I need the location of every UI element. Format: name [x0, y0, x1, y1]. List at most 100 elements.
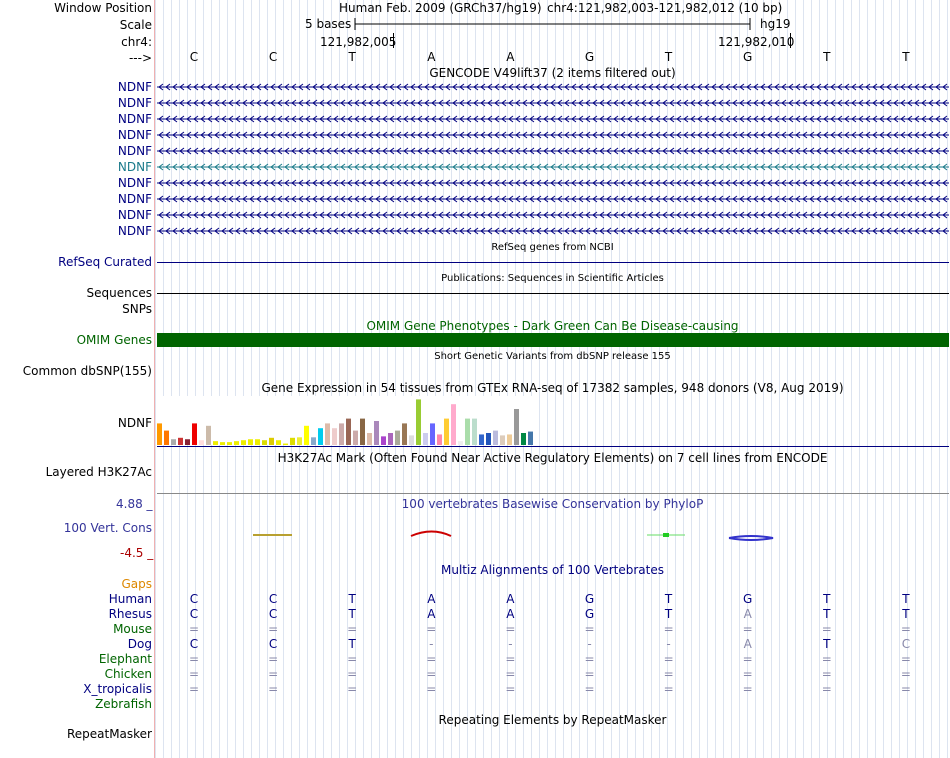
gtex-tissue-bar[interactable]: [367, 433, 372, 445]
gtex-tissue-bar[interactable]: [157, 423, 162, 445]
gtex-tissue-bar[interactable]: [241, 440, 246, 445]
gtex-tissue-bar[interactable]: [458, 441, 463, 445]
gencode-gene-label[interactable]: NDNF: [117, 208, 152, 222]
gtex-tissue-bar[interactable]: [472, 418, 477, 445]
gencode-gene-label[interactable]: NDNF: [117, 192, 152, 206]
gtex-bar-chart[interactable]: [157, 396, 535, 446]
gtex-tissue-bar[interactable]: [185, 439, 190, 445]
gtex-tissue-bar[interactable]: [325, 423, 330, 445]
gencode-gene-feature[interactable]: [157, 145, 949, 157]
gtex-tissue-bar[interactable]: [528, 431, 533, 445]
gtex-tissue-bar[interactable]: [409, 435, 414, 445]
publications-title[interactable]: Publications: Sequences in Scientific Ar…: [441, 273, 664, 284]
gtex-tissue-bar[interactable]: [199, 440, 204, 445]
h3k27ac-label[interactable]: Layered H3K27Ac: [45, 465, 152, 479]
h3k27ac-title[interactable]: H3K27Ac Mark (Often Found Near Active Re…: [277, 451, 828, 465]
gtex-tissue-bar[interactable]: [304, 425, 309, 445]
refseq-title[interactable]: RefSeq genes from NCBI: [491, 242, 614, 253]
gtex-tissue-bar[interactable]: [500, 435, 505, 445]
species-label[interactable]: Dog: [127, 637, 152, 651]
phylop-label[interactable]: 100 Vert. Cons: [63, 521, 152, 535]
gencode-gene-feature[interactable]: [157, 193, 949, 205]
gtex-tissue-bar[interactable]: [416, 399, 421, 445]
gtex-tissue-bar[interactable]: [514, 409, 519, 445]
gencode-gene-label[interactable]: NDNF: [117, 176, 152, 190]
gtex-tissue-bar[interactable]: [248, 439, 253, 445]
gencode-gene-label[interactable]: NDNF: [117, 160, 152, 174]
gencode-gene-label[interactable]: NDNF: [117, 80, 152, 94]
gtex-tissue-bar[interactable]: [290, 437, 295, 445]
gtex-tissue-bar[interactable]: [255, 439, 260, 445]
gtex-title[interactable]: Gene Expression in 54 tissues from GTEx …: [261, 381, 844, 395]
gtex-tissue-bar[interactable]: [311, 437, 316, 445]
gtex-tissue-bar[interactable]: [178, 437, 183, 445]
gtex-tissue-bar[interactable]: [353, 430, 358, 445]
gencode-gene-feature[interactable]: [157, 97, 949, 109]
phylop-signal[interactable]: [155, 520, 950, 550]
gtex-tissue-bar[interactable]: [402, 423, 407, 445]
refseq-feature-line[interactable]: [157, 262, 949, 263]
gtex-label[interactable]: NDNF: [117, 416, 152, 430]
gencode-gene-label[interactable]: NDNF: [117, 128, 152, 142]
gtex-tissue-bar[interactable]: [213, 441, 218, 445]
gencode-gene-feature[interactable]: [157, 225, 949, 237]
gtex-tissue-bar[interactable]: [276, 440, 281, 445]
gtex-tissue-bar[interactable]: [381, 436, 386, 445]
species-label[interactable]: Rhesus: [108, 607, 152, 621]
snps-label[interactable]: SNPs: [122, 302, 152, 316]
gtex-tissue-bar[interactable]: [318, 428, 323, 445]
phylop-title[interactable]: 100 vertebrates Basewise Conservation by…: [401, 497, 704, 511]
gtex-tissue-bar[interactable]: [395, 430, 400, 445]
gencode-gene-feature[interactable]: [157, 81, 949, 93]
species-label[interactable]: Chicken: [104, 667, 152, 681]
publications-label[interactable]: Sequences: [86, 286, 152, 300]
gtex-tissue-bar[interactable]: [507, 434, 512, 445]
gtex-tissue-bar[interactable]: [437, 434, 442, 445]
gtex-tissue-bar[interactable]: [332, 428, 337, 445]
gtex-tissue-bar[interactable]: [283, 443, 288, 445]
gencode-gene-label[interactable]: NDNF: [117, 144, 152, 158]
dbsnp-title[interactable]: Short Genetic Variants from dbSNP releas…: [434, 351, 671, 362]
omim-title[interactable]: OMIM Gene Phenotypes - Dark Green Can Be…: [366, 319, 739, 333]
gtex-tissue-bar[interactable]: [388, 433, 393, 445]
gencode-title[interactable]: GENCODE V49lift37 (2 items filtered out): [429, 66, 676, 80]
gtex-tissue-bar[interactable]: [262, 440, 267, 445]
gtex-tissue-bar[interactable]: [234, 441, 239, 445]
refseq-label[interactable]: RefSeq Curated: [58, 255, 152, 269]
species-label[interactable]: Zebrafish: [95, 697, 152, 711]
repeatmasker-label[interactable]: RepeatMasker: [66, 727, 152, 741]
gtex-tissue-bar[interactable]: [206, 425, 211, 445]
species-label[interactable]: Elephant: [98, 652, 152, 666]
gtex-tissue-bar[interactable]: [423, 433, 428, 445]
gencode-gene-feature[interactable]: [157, 129, 949, 141]
gtex-tissue-bar[interactable]: [297, 437, 302, 445]
gencode-gene-feature[interactable]: [157, 113, 949, 125]
species-label[interactable]: Human: [108, 592, 152, 606]
repeatmasker-title[interactable]: Repeating Elements by RepeatMasker: [438, 713, 667, 727]
gtex-tissue-bar[interactable]: [227, 442, 232, 445]
gencode-gene-feature[interactable]: [157, 177, 949, 189]
gencode-gene-feature[interactable]: [157, 209, 949, 221]
gtex-tissue-bar[interactable]: [220, 442, 225, 445]
gtex-tissue-bar[interactable]: [430, 423, 435, 445]
gtex-tissue-bar[interactable]: [171, 439, 176, 445]
gencode-gene-label[interactable]: NDNF: [117, 224, 152, 238]
gtex-tissue-bar[interactable]: [346, 418, 351, 445]
gencode-gene-label[interactable]: NDNF: [117, 112, 152, 126]
gtex-tissue-bar[interactable]: [486, 433, 491, 445]
gtex-tissue-bar[interactable]: [339, 423, 344, 445]
gtex-tissue-bar[interactable]: [192, 423, 197, 445]
dbsnp-label[interactable]: Common dbSNP(155): [22, 364, 152, 378]
gencode-gene-label[interactable]: NDNF: [117, 96, 152, 110]
gtex-tissue-bar[interactable]: [451, 404, 456, 445]
omim-gene-bar[interactable]: [157, 333, 949, 347]
publications-feature-line[interactable]: [157, 293, 949, 294]
gtex-tissue-bar[interactable]: [493, 430, 498, 445]
multiz-title[interactable]: Multiz Alignments of 100 Vertebrates: [440, 563, 665, 577]
gtex-tissue-bar[interactable]: [521, 433, 526, 445]
species-label[interactable]: X_tropicalis: [83, 682, 152, 696]
omim-label[interactable]: OMIM Genes: [76, 333, 152, 347]
gtex-tissue-bar[interactable]: [269, 437, 274, 445]
species-label[interactable]: Mouse: [113, 622, 152, 636]
gencode-gene-feature[interactable]: [157, 161, 949, 173]
